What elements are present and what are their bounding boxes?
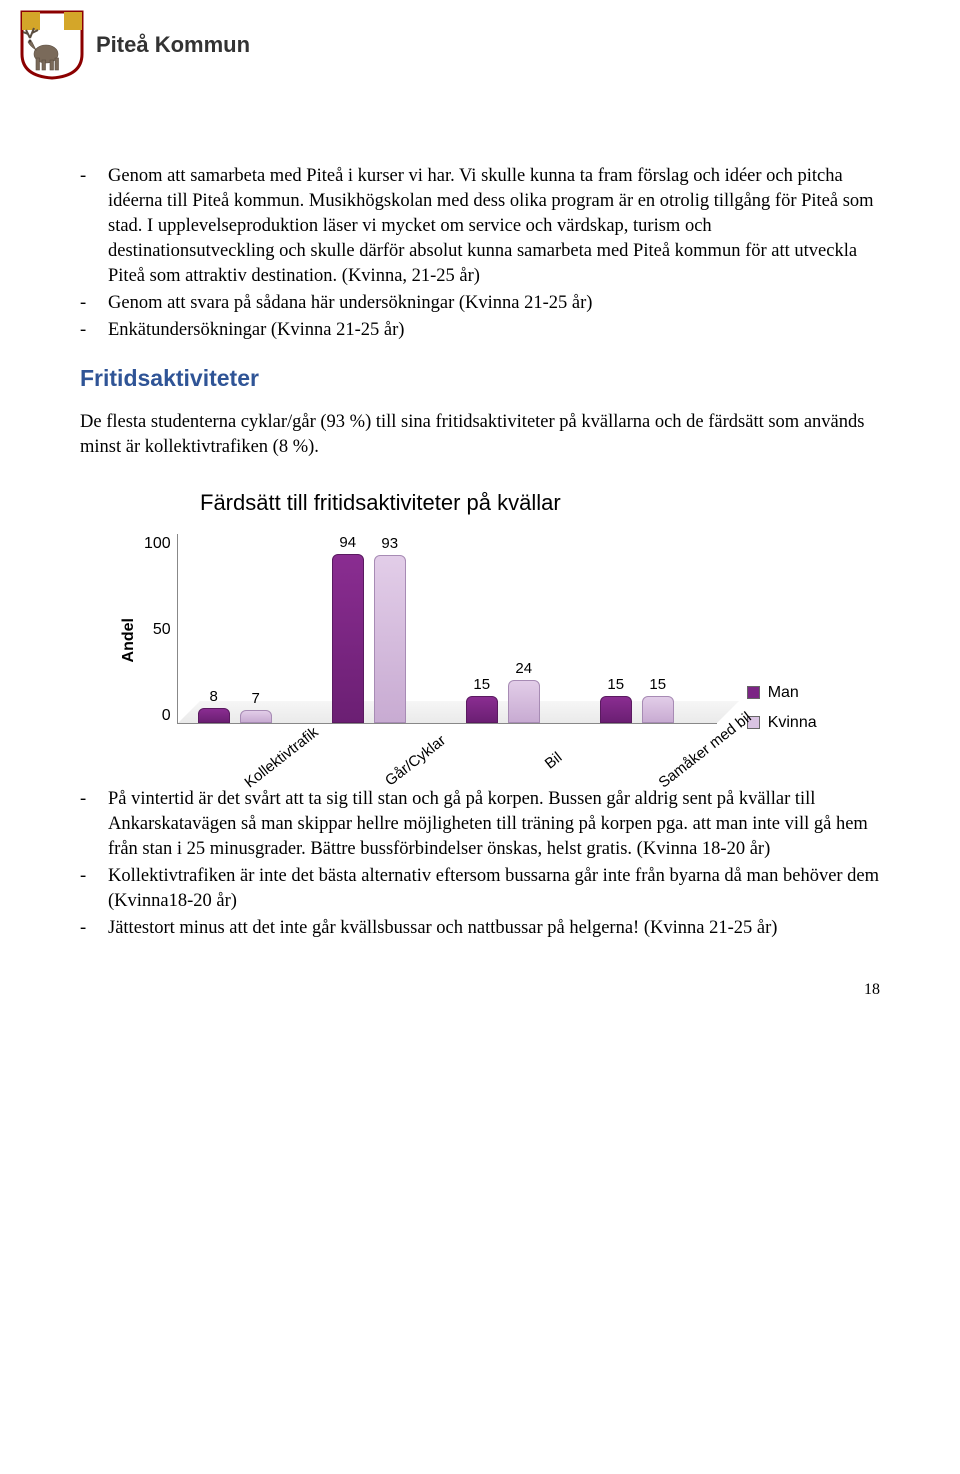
- list-item: Genom att svara på sådana här undersökni…: [108, 291, 880, 316]
- y-axis: 100 50 0: [144, 534, 177, 724]
- bar: [642, 696, 674, 723]
- bar-container: 24: [508, 660, 540, 723]
- plot-area: 87949315241515: [177, 534, 717, 724]
- bar: [332, 554, 364, 723]
- bar-container: 7: [240, 690, 272, 723]
- bar-group: 94 93: [332, 534, 406, 723]
- bar-value-label: 15: [607, 676, 624, 693]
- legend-label: Kvinna: [768, 714, 817, 732]
- page-number: 18: [80, 981, 880, 999]
- bar: [374, 555, 406, 722]
- legend-item-kvinna: Kvinna: [747, 714, 817, 732]
- y-tick: 50: [144, 622, 171, 638]
- org-name: Piteå Kommun: [96, 32, 250, 58]
- y-tick: 100: [144, 536, 171, 552]
- x-axis-label: Bil: [517, 730, 589, 791]
- bar: [508, 680, 540, 723]
- bar-value-label: 94: [339, 534, 356, 551]
- chart-legend: Man Kvinna: [747, 684, 817, 744]
- bar-container: 15: [642, 676, 674, 723]
- x-axis-label: Kollektivtrafik: [241, 730, 313, 791]
- intro-paragraph: De flesta studenterna cyklar/går (93 %) …: [80, 410, 880, 460]
- municipality-crest-icon: [20, 10, 84, 80]
- lower-bullet-list: På vintertid är det svårt att ta sig til…: [80, 787, 880, 941]
- list-item: Jättestort minus att det inte går kvälls…: [108, 916, 880, 941]
- bar-group: 1524: [466, 660, 540, 723]
- list-item: Enkätundersökningar (Kvinna 21-25 år): [108, 318, 880, 343]
- bar: [198, 708, 230, 722]
- legend-label: Man: [768, 684, 799, 702]
- bar-value-label: 24: [515, 660, 532, 677]
- legend-swatch-icon: [747, 686, 760, 699]
- bar: [600, 696, 632, 723]
- bar-container: 94: [332, 534, 364, 723]
- bar: [240, 710, 272, 723]
- document-body: Genom att samarbeta med Piteå i kurser v…: [80, 164, 880, 999]
- bar-chart: Färdsätt till fritidsaktiviteter på kväl…: [120, 490, 880, 747]
- bar-container: 8: [198, 688, 230, 722]
- x-axis-label: Samåker med bil: [655, 730, 727, 791]
- bar-value-label: 93: [381, 535, 398, 552]
- upper-bullet-list: Genom att samarbeta med Piteå i kurser v…: [80, 164, 880, 343]
- bar-container: 15: [600, 676, 632, 723]
- bar-group: 1515: [600, 676, 674, 723]
- x-axis: KollektivtrafikGår/CyklarBilSamåker med …: [177, 730, 717, 747]
- list-item: Genom att samarbeta med Piteå i kurser v…: [108, 164, 880, 289]
- chart-title: Färdsätt till fritidsaktiviteter på kväl…: [200, 490, 880, 516]
- bar-container: 15: [466, 676, 498, 723]
- bar: [466, 696, 498, 723]
- list-item: På vintertid är det svårt att ta sig til…: [108, 787, 880, 862]
- list-item: Kollektivtrafiken är inte det bästa alte…: [108, 864, 880, 914]
- bar-value-label: 8: [210, 688, 218, 705]
- legend-item-man: Man: [747, 684, 817, 702]
- page-header: Piteå Kommun: [20, 0, 880, 84]
- x-axis-label: Går/Cyklar: [379, 730, 451, 791]
- y-tick: 0: [144, 708, 171, 724]
- bar-value-label: 15: [473, 676, 490, 693]
- bar-value-label: 15: [649, 676, 666, 693]
- bar-value-label: 7: [252, 690, 260, 707]
- bar-container: 93: [374, 535, 406, 722]
- y-axis-label: Andel: [120, 618, 138, 662]
- section-heading: Fritidsaktiviteter: [80, 365, 880, 392]
- bar-group: 87: [198, 688, 272, 722]
